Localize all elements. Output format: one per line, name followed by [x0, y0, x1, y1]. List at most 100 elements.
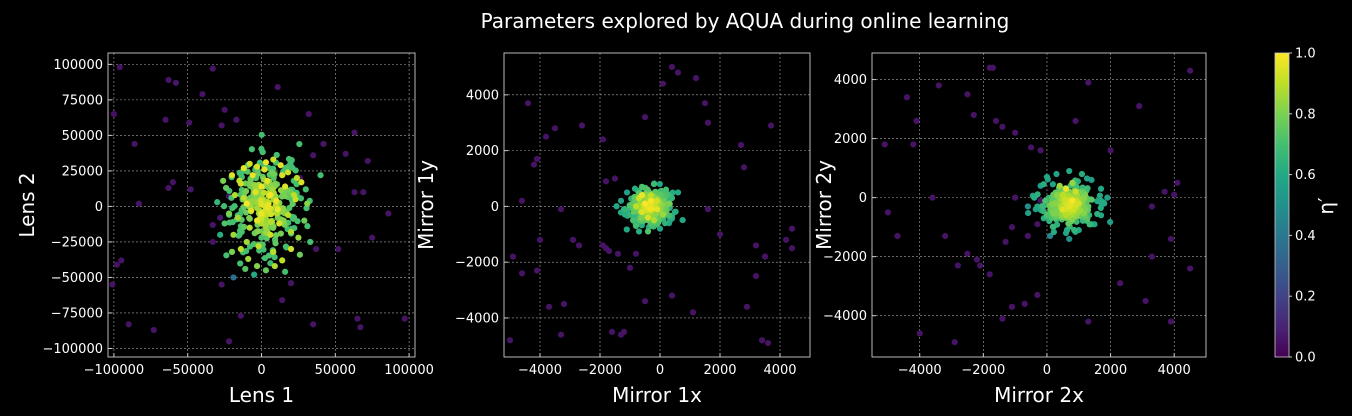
scatter-point: [313, 245, 320, 253]
scatter-point: [1097, 204, 1104, 212]
x-tick-label: −4000: [518, 363, 562, 378]
scatter-point: [1040, 208, 1047, 215]
scatter-point: [578, 122, 586, 129]
scatter-point: [271, 262, 278, 270]
scatter-point: [282, 183, 289, 190]
scatter-point: [342, 150, 349, 157]
scatter-point: [125, 321, 132, 328]
scatter-point: [1171, 191, 1178, 198]
scatter-point: [262, 159, 270, 166]
scatter-point: [1050, 228, 1057, 236]
y-axis-label: Mirror 2y: [812, 160, 836, 250]
scatter-point: [289, 200, 296, 208]
scatter-point: [225, 338, 233, 345]
figure-title: Parameters explored by AQUA during onlin…: [481, 9, 1010, 33]
y-tick-label: 2000: [834, 132, 867, 147]
scatter-point: [569, 236, 577, 243]
scatter-point: [621, 211, 628, 218]
scatter-point: [302, 186, 309, 193]
scatter-point: [1012, 129, 1019, 136]
scatter-point: [226, 219, 233, 226]
scatter-point: [279, 257, 286, 264]
scatter-point: [916, 330, 923, 337]
scatter-point: [942, 232, 949, 240]
scatter-point: [533, 155, 541, 163]
scatter-point: [1117, 280, 1124, 287]
scatter-point: [704, 119, 712, 126]
y-tick-label: 50000: [62, 129, 103, 144]
scatter-point: [999, 315, 1006, 322]
scatter-point: [233, 116, 240, 123]
scatter-point: [254, 170, 261, 177]
scatter-point: [1027, 144, 1035, 151]
scatter-point: [560, 300, 568, 308]
scatter-point: [220, 177, 227, 184]
scatter-point: [251, 271, 258, 278]
scatter-point: [659, 80, 667, 87]
scatter-point: [248, 207, 255, 214]
scatter-point: [788, 245, 796, 252]
x-tick-label: 4000: [1158, 363, 1191, 378]
scatter-point: [250, 240, 258, 248]
scatter-point: [1066, 167, 1073, 175]
scatter-point: [267, 218, 275, 226]
scatter-point: [248, 146, 255, 153]
scatter-point: [668, 63, 676, 71]
scatter-point: [186, 119, 193, 126]
scatter-point: [1066, 203, 1073, 210]
scatter-point: [1056, 182, 1063, 189]
x-tick-label: 2000: [1094, 363, 1127, 378]
y-tick-label: −100000: [42, 342, 103, 357]
scatter-points: [881, 64, 1194, 346]
scatter-point: [638, 214, 645, 221]
scatter-point: [357, 324, 364, 331]
scatter-point: [273, 197, 280, 204]
scatter-point: [1083, 175, 1091, 182]
scatter-point: [575, 242, 583, 249]
scatter-point: [506, 337, 514, 344]
y-tick-label: 0: [491, 200, 499, 215]
scatter-point: [524, 100, 532, 107]
scatter-point: [285, 155, 293, 163]
scatter-point: [964, 250, 971, 257]
scatter-point: [638, 208, 646, 216]
scatter-point: [629, 217, 637, 224]
scatter-point: [1096, 192, 1103, 199]
scatter-point: [542, 133, 550, 140]
scatter-point: [209, 238, 216, 246]
scatter-point: [647, 197, 655, 204]
scatter-point: [641, 298, 649, 305]
scatter-point: [351, 129, 358, 136]
scatter-point: [1053, 170, 1060, 178]
scatter-point: [253, 217, 261, 224]
scatter-point: [223, 252, 230, 259]
y-ticks: −100000 −75000 −50000 −25000 0 25000 50000 7500…: [42, 58, 112, 357]
scatter-point: [1047, 232, 1054, 240]
x-tick-label: 0: [257, 363, 265, 378]
scatter-point: [240, 223, 248, 231]
scatter-point: [118, 257, 125, 264]
scatter-point: [973, 256, 981, 263]
scatter-point: [1024, 232, 1031, 240]
scatter-point: [884, 209, 892, 216]
scatter-point: [1088, 196, 1095, 203]
scatter-point: [221, 220, 228, 227]
scatter-point: [674, 189, 682, 196]
y-ticks: −4000 −2000 0 2000 4000: [823, 73, 876, 324]
scatter-point: [647, 192, 655, 199]
scatter-point: [954, 262, 961, 269]
scatter-point: [1040, 181, 1047, 188]
scatter-point: [644, 228, 652, 235]
scatter-point: [970, 111, 977, 119]
x-ticks: −100000 −50000 0 50000 100000: [84, 353, 434, 378]
scatter-point: [209, 65, 216, 72]
scatter-point: [284, 169, 292, 176]
scatter-point: [1100, 199, 1107, 206]
scatter-point: [1167, 235, 1175, 243]
scatter-point: [1072, 117, 1079, 124]
scatter-point: [623, 189, 631, 196]
scatter-point: [1025, 209, 1032, 217]
scatter-point: [752, 242, 760, 249]
scatter-point: [298, 179, 305, 186]
scatter-point: [1071, 226, 1078, 234]
